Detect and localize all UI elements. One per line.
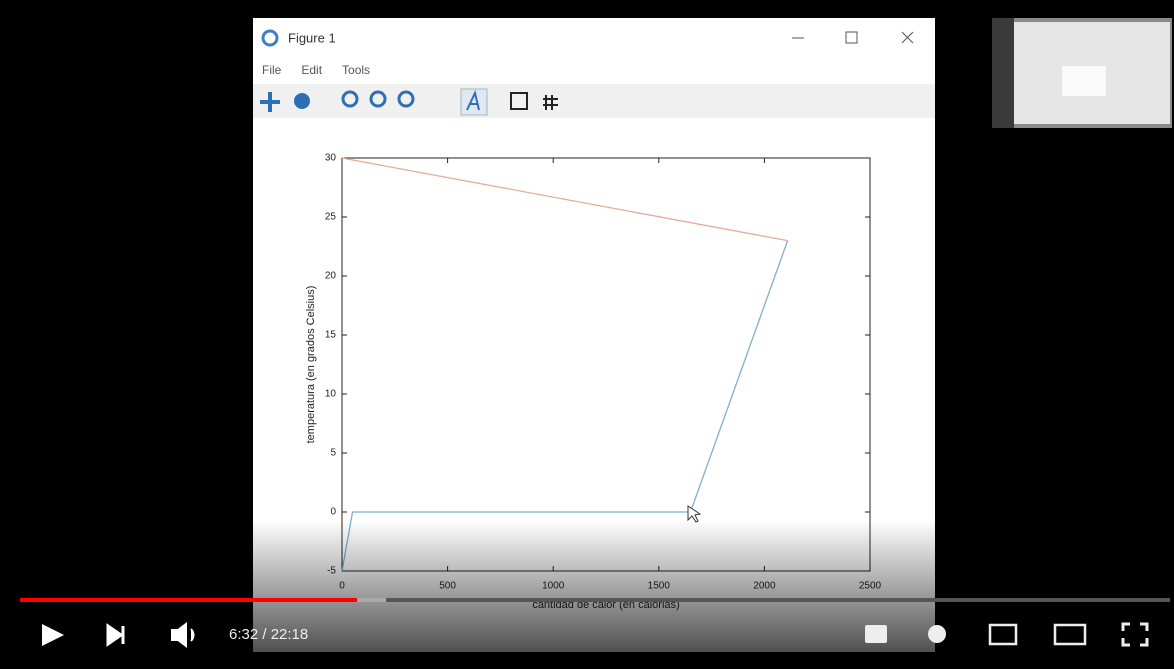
y-axis-label: temperatura (en grados Celsius) bbox=[305, 286, 317, 444]
play-button[interactable] bbox=[42, 624, 64, 646]
fullscreen-button[interactable] bbox=[1121, 622, 1149, 647]
y-tick-label: 15 bbox=[325, 330, 337, 341]
menu-bar: File Edit Tools bbox=[262, 63, 370, 77]
maximize-button[interactable] bbox=[845, 31, 858, 44]
time-display: 6:32 / 22:18 bbox=[229, 626, 308, 643]
theater-button[interactable] bbox=[1053, 623, 1087, 646]
box-tool[interactable] bbox=[510, 92, 528, 110]
y-tick-label: 5 bbox=[330, 448, 336, 459]
app-icon bbox=[261, 29, 279, 47]
window-title: Figure 1 bbox=[288, 30, 336, 45]
toolbar-icons bbox=[260, 88, 558, 116]
zoom-in-tool[interactable] bbox=[341, 90, 359, 108]
y-tick-label: 0 bbox=[330, 507, 336, 518]
next-button[interactable] bbox=[106, 623, 125, 647]
controls-gradient bbox=[0, 520, 1174, 664]
y-tick-label: 30 bbox=[325, 153, 337, 164]
rotate-tool[interactable] bbox=[294, 93, 310, 109]
grid-tool[interactable] bbox=[543, 95, 558, 110]
toolbar bbox=[253, 84, 935, 118]
webcam-light bbox=[1062, 66, 1106, 96]
settings-button[interactable] bbox=[928, 625, 946, 643]
webcam-edge bbox=[992, 18, 1014, 128]
data-line bbox=[341, 157, 788, 242]
axes-box bbox=[341, 157, 871, 572]
zoom-out-tool[interactable] bbox=[369, 90, 387, 108]
zoom-reset-tool[interactable] bbox=[397, 90, 415, 108]
pan-tool[interactable] bbox=[260, 92, 280, 112]
plot: 05001000150020002500-5051015202530cantid… bbox=[305, 153, 882, 611]
text-tool-glyph bbox=[466, 89, 480, 111]
menu-item[interactable]: Tools bbox=[342, 63, 370, 77]
progress-played bbox=[20, 598, 357, 602]
player-controls: 6:32 / 22:18 bbox=[20, 598, 1170, 648]
webcam-overlay bbox=[992, 18, 1172, 128]
y-tick-label: 20 bbox=[325, 271, 337, 282]
miniplayer-button[interactable] bbox=[988, 623, 1018, 646]
y-tick-label: 10 bbox=[325, 389, 337, 400]
volume-button[interactable] bbox=[171, 622, 195, 648]
close-button[interactable] bbox=[901, 31, 914, 44]
menu-item[interactable]: File bbox=[262, 63, 282, 77]
menu-item[interactable]: Edit bbox=[301, 63, 322, 77]
subtitles-button[interactable] bbox=[865, 625, 887, 643]
progress-track[interactable] bbox=[20, 598, 1170, 602]
y-tick-label: 25 bbox=[325, 212, 337, 223]
